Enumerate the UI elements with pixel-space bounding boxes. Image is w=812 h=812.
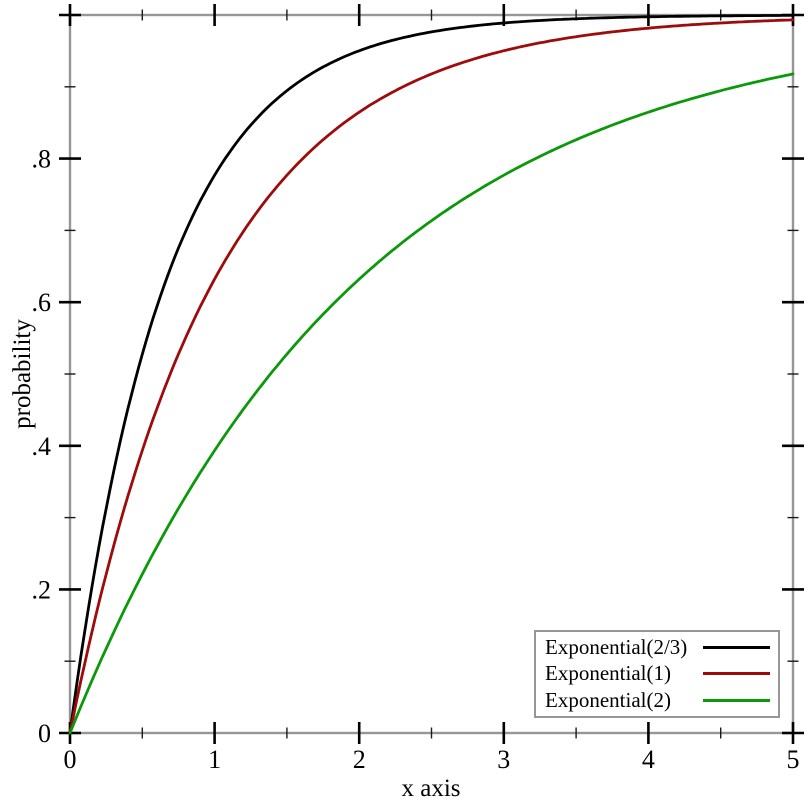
- y-axis-title: probability: [9, 319, 36, 429]
- x-tick-label: 0: [64, 745, 77, 774]
- series-curve-exponential-2-3: [68, 14, 795, 735]
- legend-label: Exponential(1): [545, 661, 671, 686]
- legend-label: Exponential(2): [545, 688, 671, 713]
- y-tick-label: .4: [32, 432, 52, 461]
- legend-entry: Exponential(2): [545, 690, 770, 711]
- x-tick-label: 2: [353, 745, 366, 774]
- legend-line-swatch: [703, 699, 770, 703]
- series-curve-exponential-1: [68, 18, 795, 735]
- legend-line-swatch: [703, 672, 770, 676]
- plot-frame: [68, 13, 795, 735]
- legend: Exponential(2/3) Exponential(1) Exponent…: [534, 630, 780, 718]
- y-tick-label: .6: [32, 288, 52, 317]
- plot-area: 0 1 2 3 4 5 0 .2 .4 .6 .8: [32, 4, 804, 774]
- x-axis-title: x axis: [401, 775, 460, 802]
- x-tick-label: 3: [497, 745, 510, 774]
- legend-label: Exponential(2/3): [545, 634, 688, 659]
- legend-entry: Exponential(1): [545, 663, 770, 684]
- y-tick-label: 0: [38, 719, 51, 748]
- x-tick-label: 4: [642, 745, 655, 774]
- y-tick-label: .2: [32, 575, 52, 604]
- y-tick-label: .8: [32, 145, 52, 174]
- series-curve-exponential-2: [68, 72, 795, 735]
- legend-line-swatch: [703, 645, 770, 649]
- legend-entry: Exponential(2/3): [545, 634, 770, 659]
- x-tick-label: 1: [208, 745, 221, 774]
- x-tick-label: 5: [787, 745, 800, 774]
